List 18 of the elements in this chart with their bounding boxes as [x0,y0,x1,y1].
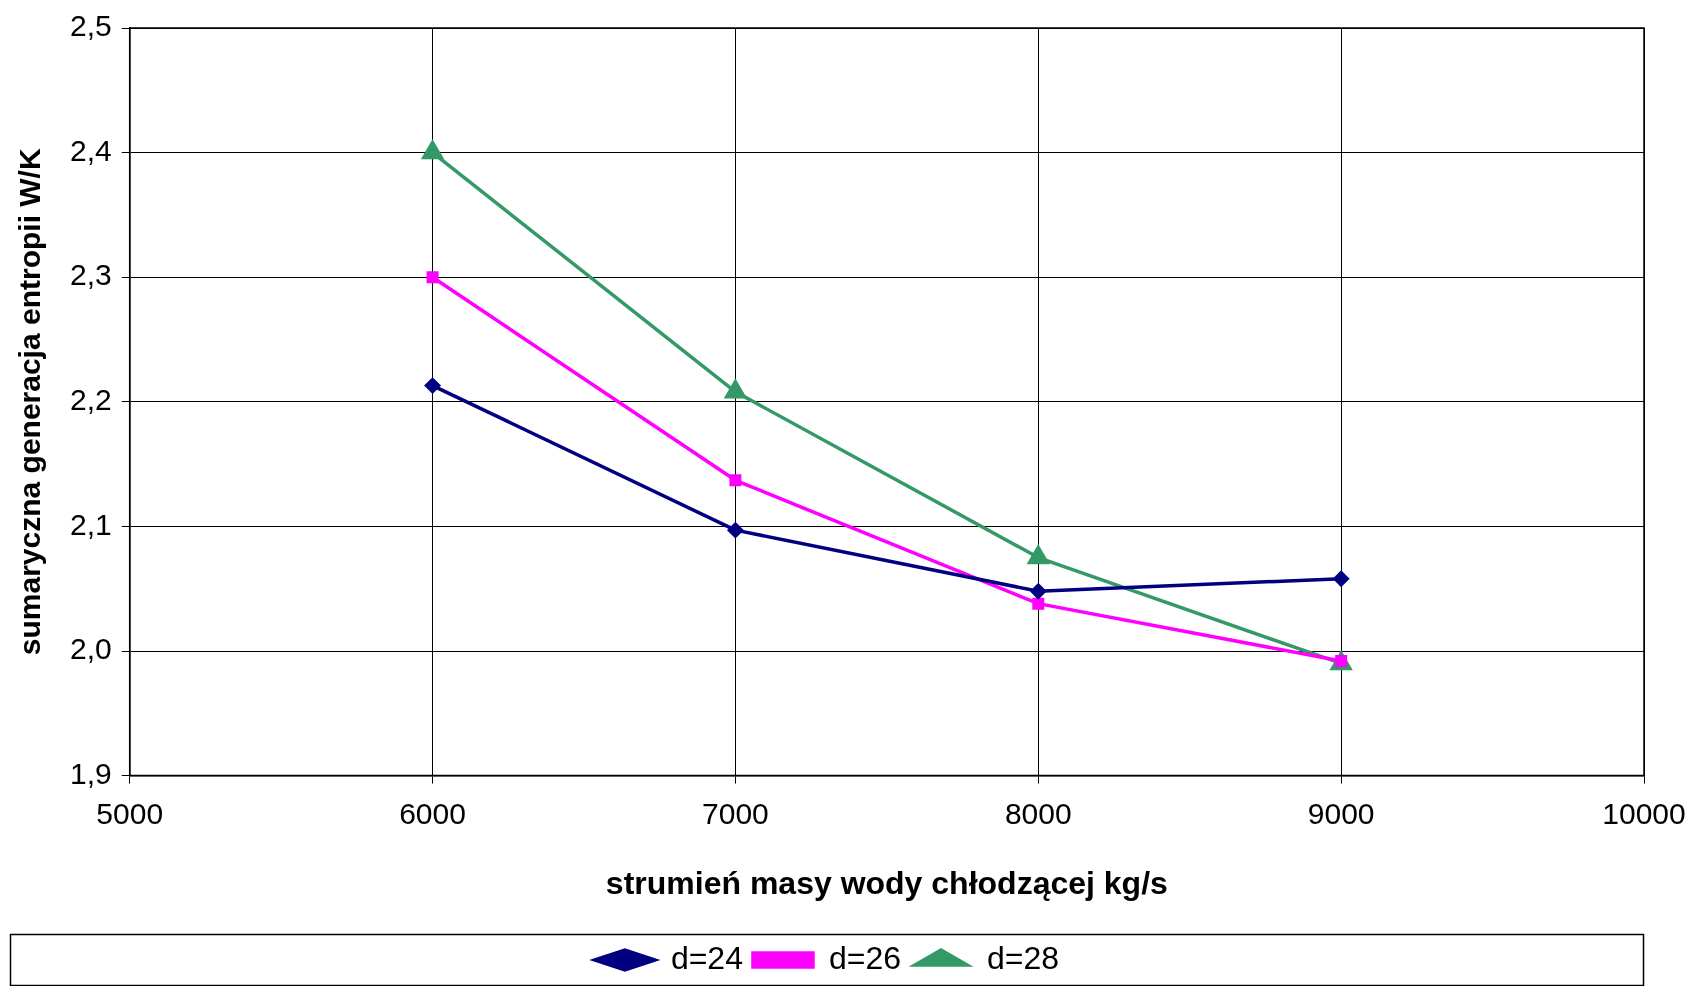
y-tick-label: 2,2 [69,383,112,417]
x-tick-label: 7000 [702,796,769,830]
legend-label: d=24 [670,939,743,976]
x-tick-label: 10000 [1602,796,1686,830]
y-tick-label: 1,9 [69,756,112,790]
y-tick-label: 2,0 [69,632,112,666]
legend-label: d=26 [828,939,902,976]
x-axis-title: strumień masy wody chłodzącej kg/s [605,864,1168,901]
y-tick-label: 2,4 [69,133,112,167]
legend-label: d=28 [987,939,1060,976]
x-tick-label: 9000 [1307,796,1375,830]
y-tick-label: 2,1 [69,507,112,541]
y-tick-label: 2,5 [69,9,112,43]
y-tick-label: 2,3 [69,258,112,292]
x-tick-label: 5000 [96,796,164,830]
y-axis-title: sumaryczna generacja entropii W/K [13,148,47,656]
x-tick-label: 6000 [399,796,466,830]
x-tick-label: 8000 [1004,796,1072,830]
